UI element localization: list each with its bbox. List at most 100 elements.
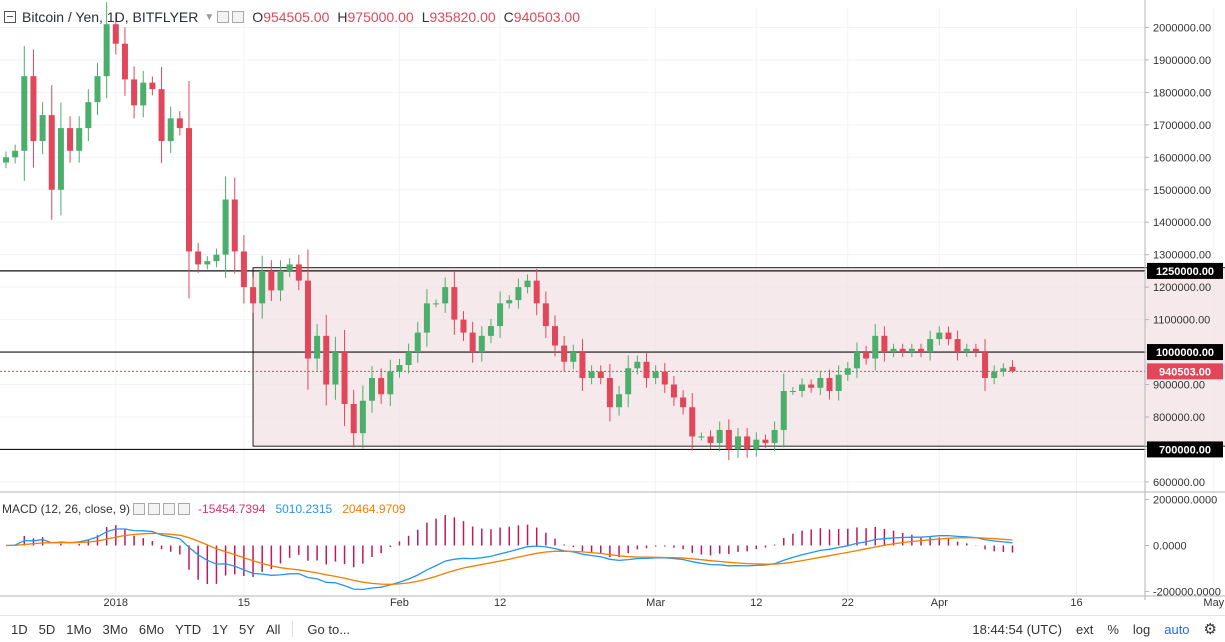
candle-body <box>771 429 778 443</box>
candle-body <box>3 157 9 163</box>
candle-body <box>94 76 101 103</box>
candle-body <box>39 115 46 142</box>
chevron-down-icon[interactable]: ▼ <box>204 11 215 23</box>
close-icon[interactable] <box>178 503 191 515</box>
symbol-title[interactable]: Bitcoin / Yen, 1D, BITFLYER <box>22 9 199 25</box>
y-tick-label: 1600000.00 <box>1153 152 1211 164</box>
candle-body <box>552 326 558 346</box>
range-1y[interactable]: 1Y <box>212 621 229 637</box>
y-tick-label: 1200000.00 <box>1153 282 1211 294</box>
candle-body <box>268 270 275 291</box>
divider <box>292 621 294 637</box>
candle-body <box>149 82 156 90</box>
macd-signal-value: 20464.9709 <box>342 502 406 516</box>
price-label-bg <box>1147 262 1223 279</box>
candle-body <box>506 300 513 304</box>
candle-body <box>533 280 540 304</box>
candle-body <box>945 332 952 340</box>
high-label: H <box>337 9 348 25</box>
collapse-icon[interactable] <box>4 11 16 23</box>
candle-body <box>359 400 366 434</box>
bottom-toolbar: 1D 5D 1Mo 3Mo 6Mo YTD 1Y 5Y All Go to...… <box>0 615 1225 642</box>
bottom-right-controls: 18:44:54 (UTC) ext % log auto ⚙ <box>972 616 1225 642</box>
candle-body <box>954 339 961 353</box>
macd-title[interactable]: MACD (12, 26, close, 9) <box>2 502 131 516</box>
auto-scale-toggle[interactable]: auto <box>1164 621 1190 637</box>
price-label-bg <box>1147 344 1223 361</box>
candle-body <box>1009 366 1016 372</box>
candle-body <box>487 326 494 336</box>
low-label: L <box>421 9 430 25</box>
range-ytd[interactable]: YTD <box>175 621 202 637</box>
candle-body <box>634 361 641 369</box>
visibility-icon[interactable] <box>232 11 245 23</box>
macd-histogram-value: -15454.7394 <box>198 502 266 516</box>
range-5d[interactable]: 5D <box>38 621 56 637</box>
add-icon[interactable] <box>163 503 176 515</box>
candle-body <box>121 43 128 80</box>
x-tick-label: 12 <box>750 597 762 609</box>
candle-body <box>186 128 192 252</box>
candlestick-chart[interactable]: 2000000.00 1900000.00 1800000.00 1700000.00… <box>0 0 1225 615</box>
candle-body <box>433 303 440 305</box>
range-1mo[interactable]: 1Mo <box>66 621 92 637</box>
macd-tick-label: 200000.0000 <box>1153 495 1217 507</box>
goto-button[interactable]: Go to... <box>307 621 351 637</box>
high-value: 975000.00 <box>347 9 414 25</box>
candle-body <box>735 436 741 450</box>
y-tick-label: 800000.00 <box>1153 412 1205 424</box>
percent-scale-toggle[interactable]: % <box>1107 621 1119 637</box>
candles <box>3 2 1016 461</box>
candle-body <box>597 371 604 379</box>
range-3mo[interactable]: 3Mo <box>102 621 128 637</box>
x-tick-label: 22 <box>842 597 854 609</box>
candle-body <box>158 89 165 142</box>
candle-body <box>48 115 55 190</box>
candle-body <box>250 287 257 304</box>
candle-body <box>643 361 650 379</box>
price-label: 940503.00 <box>1159 366 1211 378</box>
visibility-icon[interactable] <box>133 503 146 515</box>
candle-body <box>21 76 28 151</box>
y-tick-label: 900000.00 <box>1153 380 1205 392</box>
candle-body <box>332 352 339 385</box>
candle-body <box>405 352 412 366</box>
candle-body <box>652 371 659 379</box>
settings-icon[interactable] <box>217 11 230 23</box>
candle-body <box>982 352 989 379</box>
candle-body <box>378 378 385 395</box>
gear-icon[interactable]: ⚙ <box>1203 621 1217 638</box>
candle-body <box>542 303 549 327</box>
range-5y[interactable]: 5Y <box>239 621 255 637</box>
candle-body <box>231 199 238 252</box>
settings-icon[interactable] <box>148 503 161 515</box>
candle-body <box>295 264 302 281</box>
candle-body <box>744 436 751 450</box>
candle-body <box>881 335 888 353</box>
range-6mo[interactable]: 6Mo <box>138 621 165 637</box>
y-tick-label: 1400000.00 <box>1153 217 1211 229</box>
candle-body <box>789 391 796 393</box>
candle-body <box>853 352 860 369</box>
range-rectangle[interactable] <box>252 267 1225 447</box>
log-scale-toggle[interactable]: log <box>1132 621 1151 637</box>
chart-header: Bitcoin / Yen, 1D, BITFLYER ▼ O 954505.00… <box>0 6 580 28</box>
extended-hours-toggle[interactable]: ext <box>1075 621 1094 637</box>
range-all[interactable]: All <box>265 621 281 637</box>
candle-body <box>780 391 787 430</box>
candle-body <box>341 352 348 404</box>
x-tick-label: May <box>1203 597 1224 609</box>
candle-body <box>524 280 531 288</box>
candle-body <box>844 368 851 375</box>
candle-body <box>57 128 64 190</box>
candle-body <box>286 264 293 271</box>
y-tick-label: 1900000.00 <box>1153 55 1211 67</box>
candle-body <box>103 24 110 77</box>
candle-body <box>131 79 138 106</box>
candle-body <box>707 436 714 443</box>
range-1d[interactable]: 1D <box>11 621 28 637</box>
price-axis[interactable]: 2000000.00 1900000.00 1800000.00 1700000.00… <box>0 0 1225 600</box>
candle-body <box>112 24 119 44</box>
candle-body <box>835 374 842 392</box>
time-axis[interactable]: 201815Feb12Mar1222Apr16May14 <box>0 595 1225 609</box>
